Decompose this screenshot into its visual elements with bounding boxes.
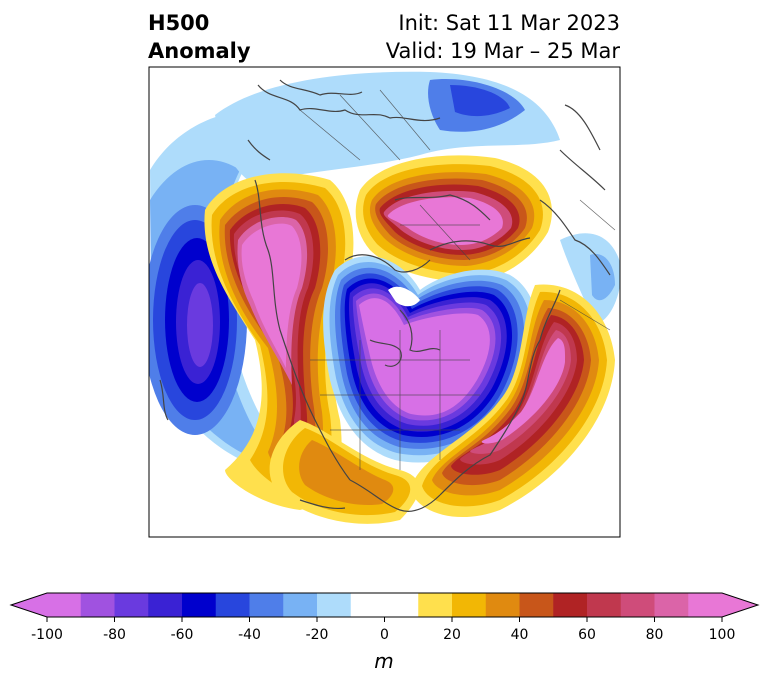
colorbar-extend-max bbox=[722, 593, 758, 617]
title-right: Init: Sat 11 Mar 2023 Valid: 19 Mar – 25… bbox=[386, 9, 620, 65]
colorbar-tick-label: -20 bbox=[306, 627, 329, 643]
colorbar-cell bbox=[519, 593, 554, 617]
negative-anomaly-east-core bbox=[590, 254, 615, 301]
colorbar-cell bbox=[80, 593, 115, 617]
colorbar-cell bbox=[688, 593, 723, 617]
colorbar-cell bbox=[148, 593, 183, 617]
init-date-label: Init: Sat 11 Mar 2023 bbox=[398, 11, 620, 35]
colorbar-tick-label: -80 bbox=[103, 627, 126, 643]
anomaly-map bbox=[148, 66, 621, 538]
title-left: H500 Anomaly bbox=[148, 9, 251, 65]
coastlines bbox=[159, 79, 611, 512]
colorbar-ticks: -100 -80 -60 -40 -20 0 20 40 60 80 100 bbox=[31, 617, 735, 643]
positive-anomaly-atlantic bbox=[410, 284, 615, 518]
colorbar-tick-label: -60 bbox=[171, 627, 194, 643]
colorbar-cell bbox=[654, 593, 689, 617]
colorbar-cell bbox=[620, 593, 655, 617]
colorbar-cell bbox=[452, 593, 487, 617]
positive-anomaly-west-coast bbox=[204, 173, 354, 510]
colorbar-tick-label: 40 bbox=[511, 627, 529, 643]
colorbar-tick-label: 60 bbox=[578, 627, 596, 643]
title-field: Anomaly bbox=[148, 39, 251, 63]
political-borders bbox=[299, 89, 616, 470]
colorbar-cell bbox=[384, 593, 419, 617]
colorbar-cell bbox=[587, 593, 622, 617]
colorbar-cell bbox=[485, 593, 520, 617]
negative-anomaly-canada bbox=[323, 256, 538, 463]
colorbar-cells bbox=[9, 592, 760, 618]
colorbar-unit-label: m bbox=[374, 649, 393, 673]
colorbar-cell bbox=[418, 593, 453, 617]
colorbar-tick-label: 100 bbox=[709, 627, 736, 643]
colorbar-extend-min bbox=[11, 593, 47, 617]
colorbar-cell bbox=[47, 593, 82, 617]
colorbar-cell bbox=[553, 593, 588, 617]
colorbar-tick-label: 80 bbox=[646, 627, 664, 643]
valid-range-label: Valid: 19 Mar – 25 Mar bbox=[385, 39, 620, 63]
colorbar-cell bbox=[114, 593, 149, 617]
colorbar-outline bbox=[9, 592, 760, 618]
map-frame bbox=[148, 66, 621, 538]
colorbar-cell bbox=[283, 593, 318, 617]
colorbar-cell bbox=[182, 593, 217, 617]
map-field bbox=[149, 67, 620, 537]
colorbar-tick-label: 20 bbox=[443, 627, 461, 643]
negative-anomaly-east bbox=[560, 233, 620, 325]
negative-anomaly-arctic bbox=[215, 71, 560, 185]
colorbar-tick-label: 0 bbox=[380, 627, 389, 643]
title-variable: H500 bbox=[148, 11, 210, 35]
colorbar-tick-label: -40 bbox=[238, 627, 261, 643]
colorbar-cell bbox=[249, 593, 284, 617]
colorbar-cell bbox=[317, 593, 352, 617]
colorbar-cell bbox=[350, 593, 385, 617]
colorbar-cell bbox=[215, 593, 250, 617]
colorbar-tick-label: -100 bbox=[31, 627, 63, 643]
